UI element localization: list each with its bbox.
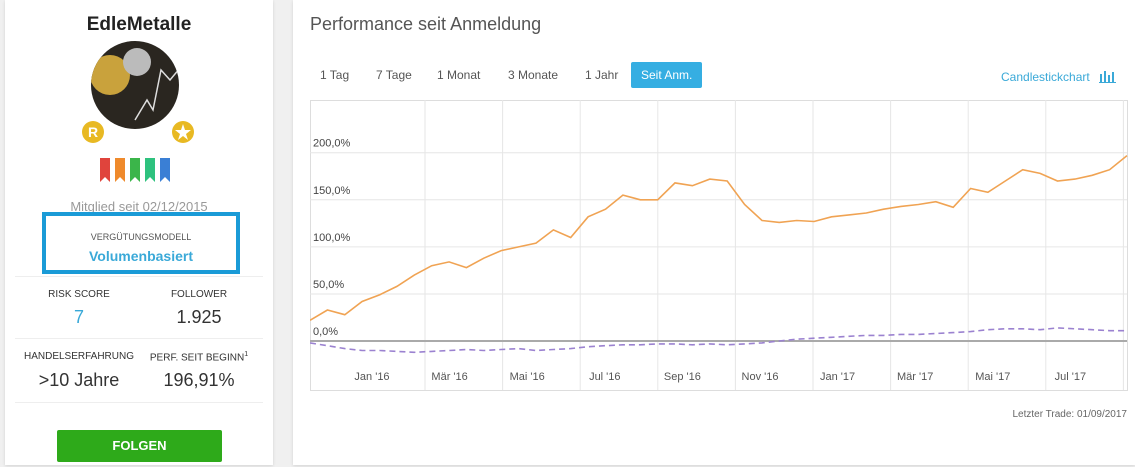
footnote: 1 (244, 351, 249, 358)
stat-label: RISK SCORE (48, 289, 110, 300)
divider (15, 402, 263, 403)
stat-value: 196,91% (163, 370, 235, 390)
compensation-box: VERGÜTUNGSMODELL Volumenbasiert (42, 212, 240, 274)
y-tick-label: 0,0% (313, 326, 338, 338)
x-tick-label: Mai '16 (510, 371, 545, 383)
compensation-value: Volumenbasiert (89, 248, 193, 264)
y-tick-label: 150,0% (313, 185, 351, 197)
tab[interactable]: 3 Monate (508, 68, 559, 82)
ribbon (115, 158, 125, 182)
compensation-label: VERGÜTUNGSMODELL (90, 232, 192, 242)
member-since: Mitglied seit 02/12/2015 (70, 199, 208, 214)
divider (15, 338, 263, 339)
panel-title: Performance seit Anmeldung (310, 14, 542, 34)
last-trade: Letzter Trade: 01/09/2017 (1012, 409, 1127, 420)
ribbon (145, 158, 155, 182)
x-tick-label: Sep '16 (664, 371, 701, 383)
tab[interactable]: 7 Tage (376, 68, 412, 82)
x-tick-label: Nov '16 (742, 371, 779, 383)
follow-button[interactable]: FOLGEN (57, 430, 222, 462)
divider (15, 276, 263, 277)
tab[interactable]: 1 Monat (437, 68, 481, 82)
line-series (310, 154, 1128, 321)
profile-card: EdleMetalle R Mitglied seit 02/12/2015 V… (5, 0, 273, 465)
ribbons (100, 158, 170, 182)
chart: Jan '16 Mär '16 Mai '16 Jul '16 Sep '16 Nov '… (310, 100, 1128, 391)
x-tick-label: Mai '17 (975, 371, 1010, 383)
x-tick-label: Jan '16 (354, 371, 389, 383)
stat-value: 1.925 (176, 307, 222, 327)
bar-icon (1099, 71, 1117, 83)
line-series (310, 327, 1127, 354)
star (175, 124, 191, 140)
candlestick-link[interactable]: Candlestickchart (1001, 69, 1117, 84)
ribbon (130, 158, 140, 182)
x-tick-label: Mär '17 (897, 371, 933, 383)
x-tick-label: Jul '16 (589, 371, 620, 383)
profile-name: EdleMetalle (86, 14, 192, 35)
tab[interactable]: 1 Tag (320, 68, 350, 82)
badge-r (82, 121, 104, 143)
tab[interactable]: Seit Anm. (631, 62, 703, 88)
stat-label: FOLLOWER (170, 289, 228, 300)
stat-label: PERF. SEIT BEGINN1 (139, 351, 259, 363)
y-tick-label: 50,0% (313, 279, 344, 291)
stat-label: HANDELSERFAHRUNG (23, 351, 135, 362)
y-tick-label: 100,0% (313, 232, 351, 244)
ribbon (160, 158, 170, 182)
stat-label-text: PERF. SEIT BEGINN (149, 352, 245, 364)
x-tick-label: Jan '17 (820, 371, 855, 383)
avatar-image (91, 41, 179, 129)
x-tick-label: Mär '16 (431, 371, 467, 383)
stat-value: >10 Jahre (38, 370, 120, 390)
ribbon (100, 158, 110, 182)
y-tick-label: 200,0% (313, 138, 351, 150)
x-tick-label: Jul '17 (1055, 371, 1086, 383)
tab[interactable]: 1 Jahr (585, 68, 619, 82)
candlestick-text[interactable]: Candlestickchart (1001, 70, 1090, 84)
badge-text: R (88, 124, 98, 140)
plot-frame (310, 100, 1128, 391)
avatar: R (82, 41, 194, 143)
stat-value: 7 (73, 307, 84, 327)
